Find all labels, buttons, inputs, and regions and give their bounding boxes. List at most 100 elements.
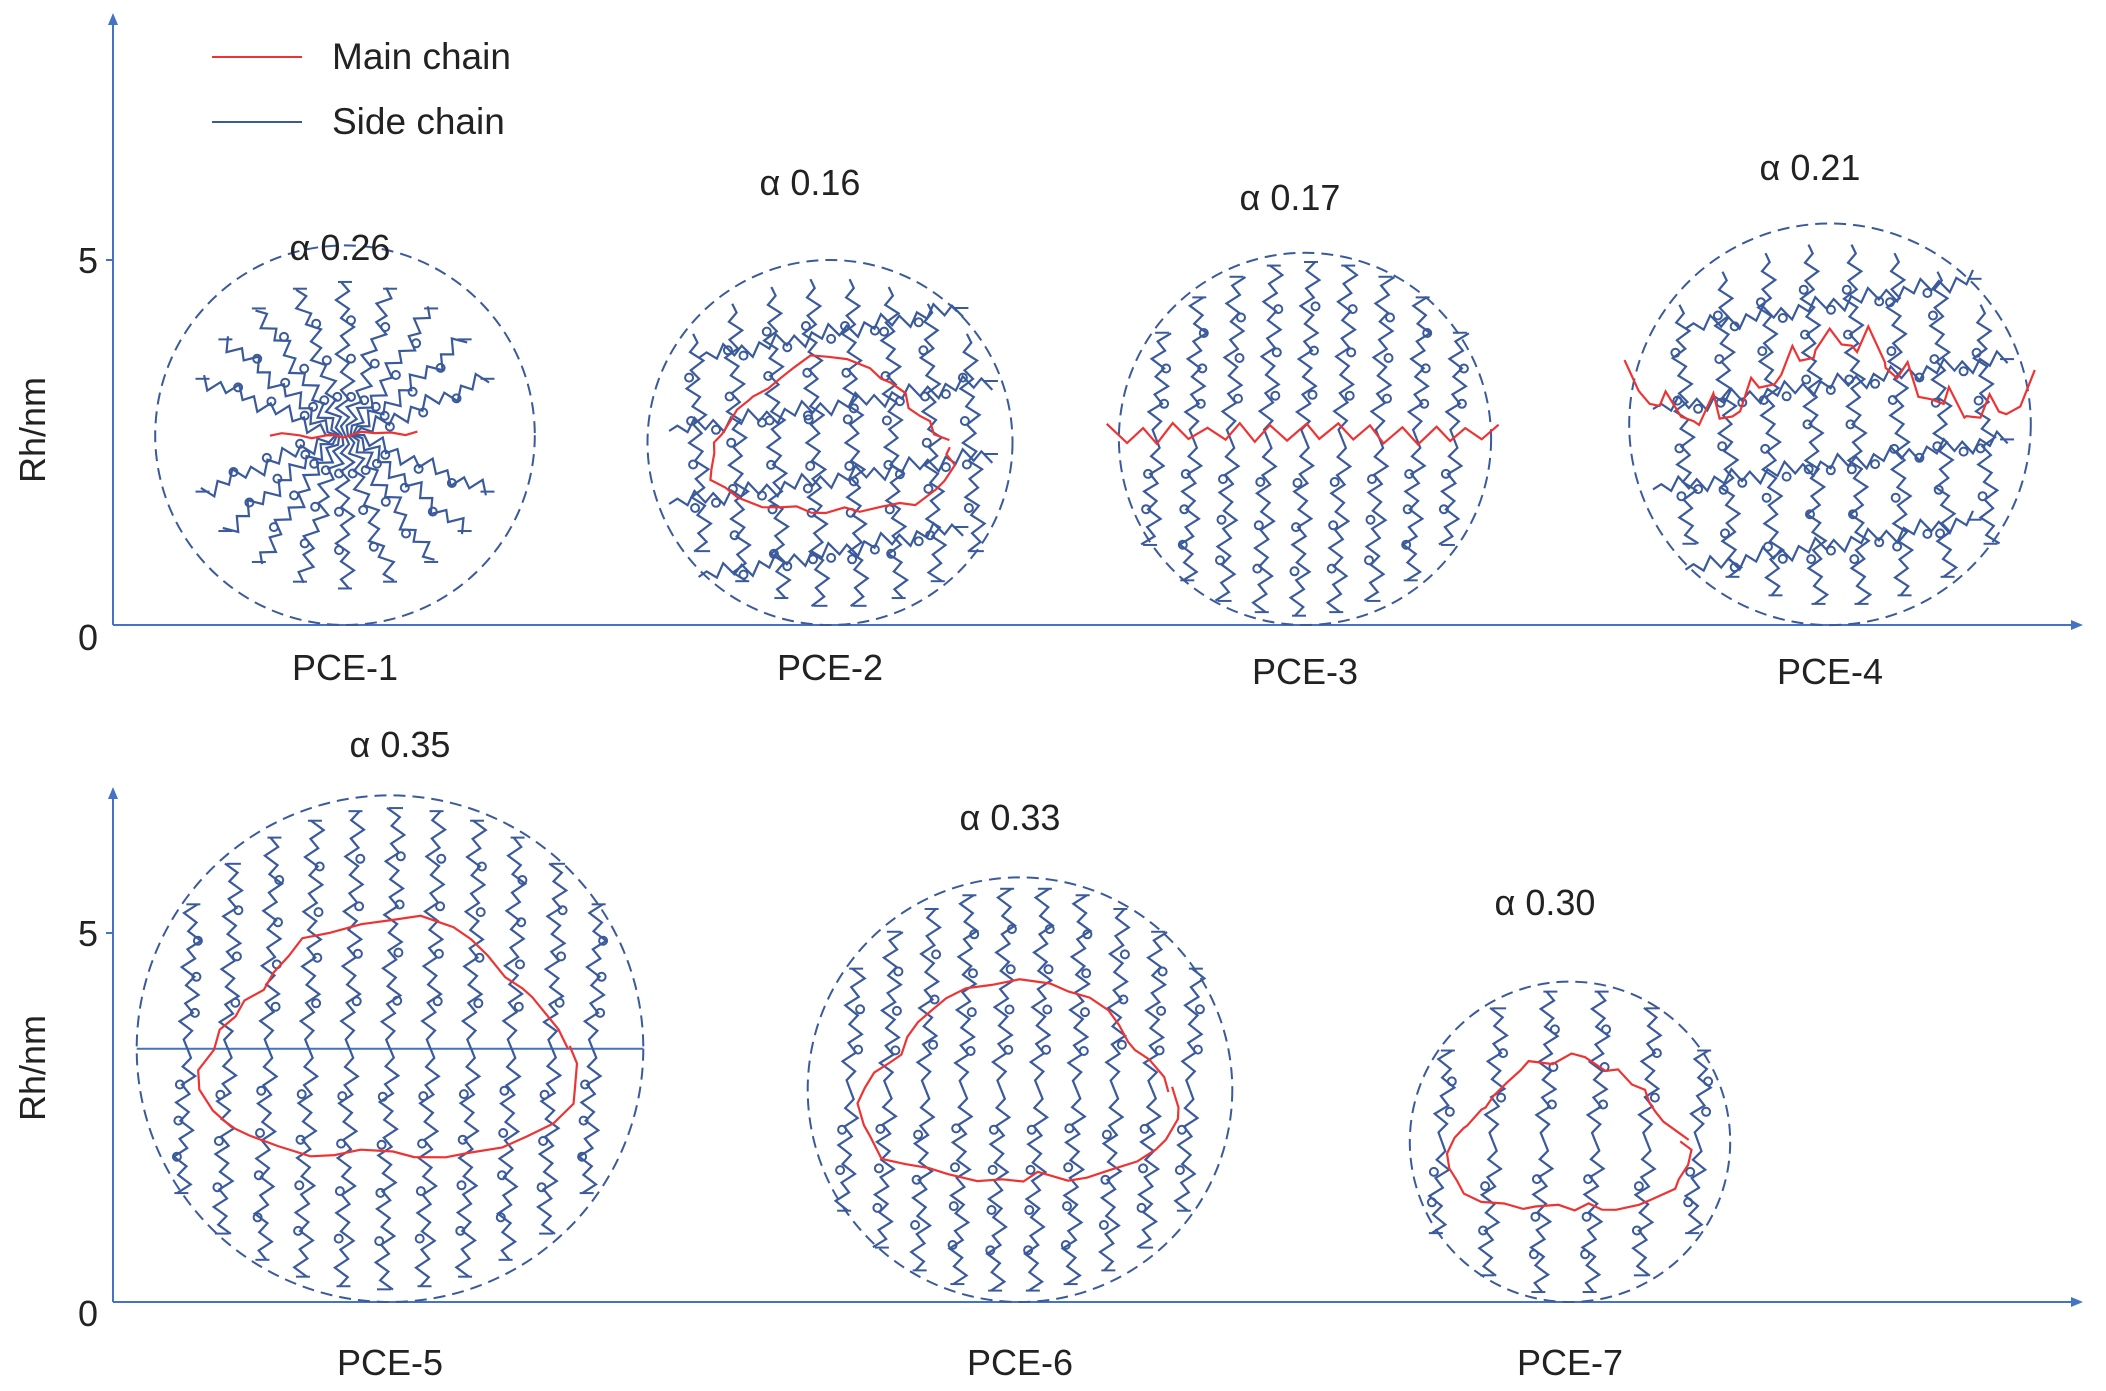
side-chain-loop — [557, 905, 568, 916]
side-chain-loop — [951, 1123, 962, 1134]
side-chain-loop — [1382, 393, 1392, 404]
side-chain-loop — [334, 506, 344, 517]
side-chain — [1251, 438, 1278, 614]
side-chain-loop — [1649, 1092, 1660, 1103]
side-chain — [1023, 1089, 1050, 1292]
side-chain-loop — [1310, 301, 1321, 312]
side-chain-loop — [1197, 363, 1208, 374]
side-chain-loop — [1289, 566, 1300, 577]
side-chain-loop — [987, 1164, 998, 1175]
side-chain-loop — [1826, 545, 1836, 556]
side-chain-loop — [1885, 297, 1895, 308]
side-chain — [1684, 510, 1975, 573]
side-chain-loop — [1826, 304, 1836, 315]
side-chain-loop — [346, 391, 356, 402]
side-chain-loop — [1683, 1197, 1694, 1208]
side-chain-loop — [539, 1089, 550, 1100]
side-chain — [1325, 438, 1353, 614]
side-chain-loop — [1025, 1164, 1036, 1175]
side-chain-loop — [299, 410, 310, 421]
side-chain-loop — [1346, 347, 1357, 358]
side-chain-loop — [724, 391, 735, 402]
side-chain — [354, 433, 487, 496]
side-chain-loop — [596, 971, 607, 982]
side-chain-loop — [1478, 1225, 1489, 1236]
side-chain-loop — [446, 478, 457, 488]
side-chain — [1257, 264, 1285, 440]
side-chain-loop — [913, 317, 924, 328]
side-chain-loop — [266, 396, 277, 407]
side-chain-loop — [921, 437, 932, 448]
side-chain-loop — [1761, 492, 1772, 503]
side-chain-loop — [1161, 363, 1172, 374]
side-chain-loop — [826, 552, 837, 563]
side-chain-loop — [947, 1240, 958, 1250]
row2-tick-label-0: 0 — [78, 1293, 98, 1334]
side-chain-loop — [1800, 329, 1810, 340]
side-chain — [1028, 887, 1055, 1091]
molecule-alpha-label: α 0.17 — [1240, 177, 1341, 218]
molecule-alpha-label: α 0.21 — [1760, 147, 1861, 188]
side-chain-loop — [848, 403, 859, 414]
side-chain-loop — [1693, 403, 1704, 414]
side-chain-loop — [1422, 328, 1433, 338]
side-chain — [1401, 438, 1427, 582]
side-chain-loop — [311, 998, 322, 1009]
side-chain — [840, 278, 870, 607]
side-chain-loop — [1892, 541, 1903, 552]
side-chain-loop — [965, 1046, 976, 1056]
side-chain-loop — [1098, 1220, 1109, 1230]
side-chain-loop — [515, 959, 525, 970]
side-chain — [177, 903, 203, 1050]
side-chain-loop — [1777, 313, 1788, 323]
side-chain-loop — [498, 1128, 509, 1138]
side-chain-loop — [1101, 1129, 1112, 1140]
side-chain — [1180, 967, 1207, 1091]
side-chain-loop — [1685, 1166, 1696, 1177]
side-chain-loop — [875, 1123, 886, 1134]
side-chain-loop — [881, 415, 892, 426]
side-chain-loop — [911, 1174, 922, 1185]
side-chain — [953, 894, 980, 1091]
side-chain-loop — [1549, 1024, 1560, 1035]
side-chain-loop — [375, 1187, 386, 1198]
side-chain-loop — [761, 326, 772, 337]
side-chain-loop — [855, 1004, 866, 1015]
side-chain-loop — [891, 1005, 902, 1016]
side-chain-loop — [1005, 964, 1016, 975]
side-chain-loop — [690, 503, 701, 513]
side-chain — [339, 810, 366, 1050]
side-chain-loop — [228, 467, 239, 477]
side-chain-loop — [1841, 284, 1852, 295]
side-chain-loop — [1674, 443, 1685, 454]
side-chain-loop — [1717, 441, 1728, 452]
side-chain — [1652, 429, 2009, 493]
molecule-pce-4: α 0.21 PCE-4 — [1623, 147, 2036, 692]
side-chain-loop — [1064, 1123, 1075, 1134]
side-chain-loop — [802, 483, 813, 494]
side-chain-loop — [802, 367, 813, 378]
side-chain-loop — [1803, 464, 1814, 475]
side-chain-loop — [244, 497, 255, 508]
side-chain — [1427, 1141, 1451, 1234]
side-chain — [918, 303, 948, 582]
side-chain-loop — [1446, 1076, 1457, 1087]
side-chain-loop — [451, 393, 462, 404]
side-chain — [1140, 438, 1166, 546]
side-chain-loop — [1922, 528, 1933, 539]
side-chain-loop — [959, 416, 970, 426]
side-chain — [297, 435, 346, 584]
molecule-alpha-label: α 0.26 — [290, 227, 391, 268]
side-chain-loop — [1218, 474, 1228, 485]
side-chain-loop — [957, 372, 968, 383]
side-chain — [454, 1048, 482, 1278]
side-chain-loop — [1890, 492, 1901, 503]
side-chain-loop — [1933, 484, 1944, 495]
side-chain — [1294, 261, 1322, 440]
side-chain-loop — [782, 342, 793, 353]
side-chain-loop — [414, 1233, 425, 1244]
side-chain-loop — [1215, 555, 1225, 566]
side-chain — [1142, 931, 1168, 1091]
side-chain-loop — [336, 1138, 347, 1149]
row2-axes: 5 0 Rh/nm — [12, 787, 2083, 1334]
